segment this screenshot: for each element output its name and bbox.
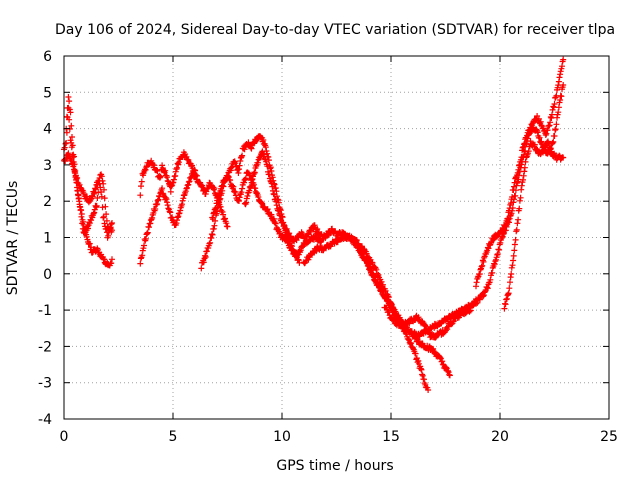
series-markers [501,138,567,312]
y-tick-label: 1 [43,231,52,247]
series-markers [137,149,200,199]
data-series [61,56,567,393]
series-markers [381,56,567,341]
series-markers [209,169,325,260]
series-track-7 [209,169,325,260]
y-tick-label: -4 [38,412,52,428]
axis-ticks [63,55,610,420]
x-tick-label: 10 [273,429,291,445]
series-markers [357,249,453,379]
chart-title: Day 106 of 2024, Sidereal Day-to-day VTE… [55,22,615,38]
y-tick-label: 6 [43,49,52,65]
x-tick-label: 25 [600,429,618,445]
x-tick-label: 5 [169,429,178,445]
series-track-5 [137,149,200,199]
tick-labels: 0 5 10 15 20 25 -4 -3 -2 -1 0 1 2 3 4 5 6 [38,49,618,445]
series-markers [241,148,349,245]
x-tick-label: 15 [382,429,400,445]
series-track-11 [357,249,453,379]
y-tick-label: 3 [43,158,52,174]
series-track-8 [241,148,349,245]
y-axis-title: SDTVAR / TECUs [5,181,21,296]
y-tick-label: -3 [38,376,52,392]
series-track-12 [381,56,567,341]
y-tick-label: 5 [43,85,52,101]
y-tick-label: -2 [38,339,52,355]
x-tick-label: 20 [491,429,509,445]
x-tick-label: 0 [60,429,69,445]
y-tick-label: 0 [43,267,52,283]
x-axis-title: GPS time / hours [276,458,393,474]
series-track-14 [501,138,567,312]
y-tick-label: -1 [38,303,52,319]
y-tick-label: 2 [43,194,52,210]
y-tick-label: 4 [43,122,52,138]
